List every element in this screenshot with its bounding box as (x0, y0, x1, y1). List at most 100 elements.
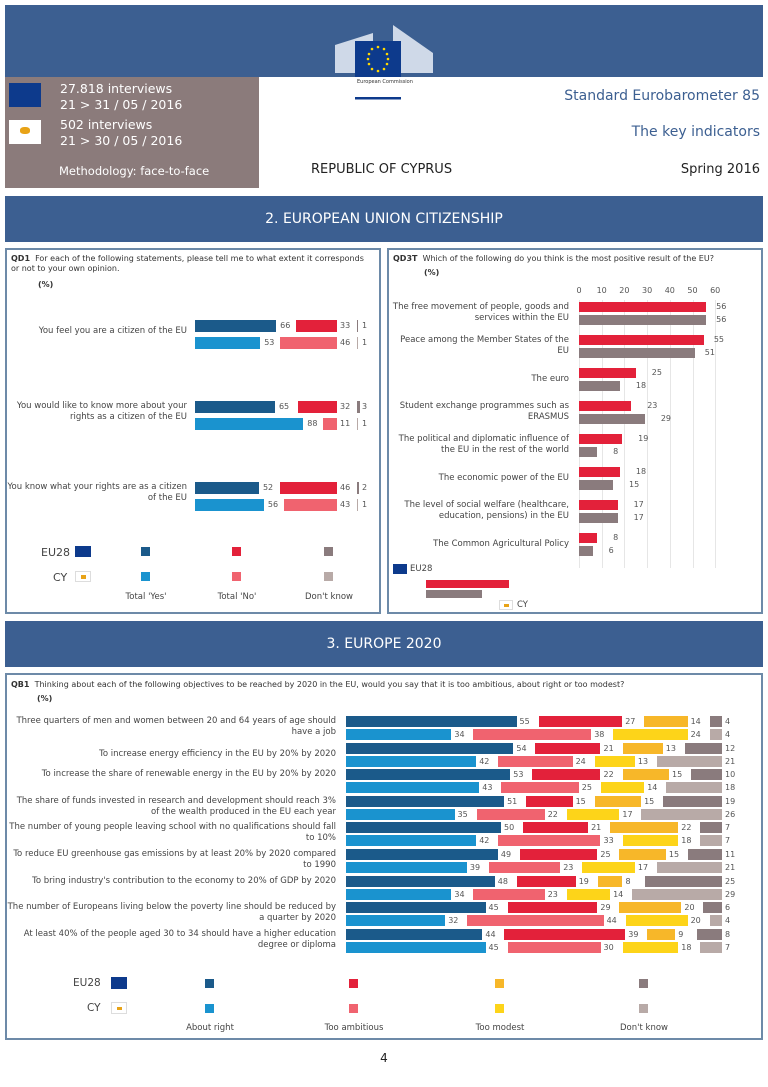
value-about-right: 53 (513, 770, 524, 780)
eu-flag-icon (9, 83, 41, 107)
bar-too-ambitious (535, 742, 601, 754)
gridline (624, 300, 626, 568)
bar-about-right (346, 742, 514, 754)
qb1-category-label: The number of Europeans living below the… (7, 902, 336, 924)
value-label: 19 (638, 434, 649, 443)
value-about-right: 55 (519, 717, 530, 726)
value-too-modest: 17 (622, 809, 633, 819)
bar-too-ambitious (519, 849, 598, 860)
bar-eu28 (579, 500, 618, 510)
value-too-modest: 18 (681, 836, 692, 846)
cy-dates: 21 > 30 / 05 / 2016 (60, 133, 183, 148)
qb1-category-label: Three quarters of men and women between … (16, 716, 336, 737)
value-about-right: 44 (485, 929, 496, 939)
section-europe2020: 3. EUROPE 2020 (5, 621, 763, 667)
bar-too-modest (566, 808, 620, 820)
bar-dont-know (687, 849, 722, 860)
bar-dont-know (656, 755, 722, 767)
eu-dates: 21 > 31 / 05 / 2016 (60, 97, 183, 112)
bar-too-ambitious (516, 875, 576, 887)
bar-too-modest (622, 835, 679, 847)
bar-about-right (346, 755, 477, 767)
bar-too-modest (622, 941, 679, 953)
value-too-ambitious: 15 (575, 796, 586, 806)
value-yes: 65 (278, 402, 290, 411)
value-label: 17 (633, 513, 644, 522)
value-about-right: 42 (479, 836, 490, 846)
legend-label: Too modest (475, 1023, 525, 1033)
qb1-category-label: To increase energy efficiency in the EU … (99, 748, 336, 759)
bar-no (280, 337, 337, 349)
bar-dont-know (357, 418, 358, 430)
legend-label: Don't know (305, 592, 353, 602)
bar-too-ambitious (523, 822, 589, 834)
bar-dont-know (357, 320, 358, 332)
bar-no (323, 418, 337, 430)
value-too-modest: 13 (665, 743, 676, 753)
bar-about-right (346, 782, 480, 794)
legend-swatch-cy (349, 1004, 358, 1013)
legend-label: Don't know (620, 1023, 668, 1033)
value-too-ambitious: 22 (547, 809, 558, 819)
qd1-unit: (%) (38, 280, 54, 289)
value-dont-know: 7 (725, 836, 731, 846)
value-label: 25 (651, 368, 662, 377)
value-too-modest: 22 (681, 823, 692, 833)
bar-eu28 (579, 335, 704, 345)
eu-flag-icon (393, 564, 407, 574)
bar-cy (579, 546, 593, 556)
value-label: 15 (629, 480, 640, 489)
gridline (647, 300, 649, 568)
value-dont-know: 26 (725, 809, 736, 819)
bar-too-modest (622, 769, 669, 781)
value-too-modest: 9 (678, 929, 684, 939)
value-dont-know: 8 (725, 929, 731, 939)
bar-too-modest (597, 875, 623, 887)
bar-about-right (346, 941, 486, 953)
legend-swatch-cy (205, 1004, 214, 1013)
bar-too-modest (594, 755, 635, 767)
bar-about-right (346, 808, 455, 820)
qd1-panel: QD1 For each of the following statements… (5, 248, 381, 614)
value-about-right: 43 (482, 783, 493, 793)
cyprus-flag-icon (75, 571, 91, 582)
bar-cy (579, 480, 614, 490)
qb1-question-text: Thinking about each of the following obj… (34, 680, 625, 689)
value-too-ambitious: 38 (594, 730, 605, 739)
bar-about-right (346, 716, 517, 727)
methodology: Methodology: face-to-face (59, 164, 210, 178)
cyprus-flag-icon (111, 1002, 127, 1014)
value-no: 46 (340, 483, 351, 492)
value-dont-know: 1 (362, 419, 368, 428)
value-label: 8 (613, 533, 619, 542)
country-name: REPUBLIC OF CYPRUS (311, 162, 453, 177)
axis-tick-label: 50 (687, 286, 698, 295)
value-too-ambitious: 24 (575, 756, 586, 766)
value-about-right: 54 (516, 743, 527, 753)
legend-swatch-cy (324, 572, 333, 581)
value-about-right: 42 (479, 756, 490, 766)
bar-too-modest (625, 915, 688, 927)
legend-swatch-eu28 (232, 547, 241, 556)
bar-no (297, 401, 337, 413)
bar-too-ambitious (488, 862, 561, 873)
value-too-modest: 14 (647, 783, 658, 793)
value-about-right: 48 (497, 876, 508, 886)
value-no: 46 (340, 338, 351, 347)
bar-about-right (346, 849, 498, 860)
value-too-modest: 15 (672, 770, 683, 780)
qd3t-code: QD3T (393, 254, 418, 263)
bar-too-ambitious (473, 729, 592, 740)
survey-info-box: 27.818 interviews 21 > 31 / 05 / 2016 50… (5, 77, 259, 188)
legend-label: Too ambitious (324, 1023, 384, 1033)
axis-tick-label: 40 (664, 286, 675, 295)
bar-dont-know (697, 928, 722, 940)
bar-about-right (346, 795, 505, 807)
survey-title: Standard Eurobarometer 85 (564, 88, 760, 104)
bar-cy (579, 348, 695, 358)
bar-dont-know (357, 482, 359, 494)
bar-too-ambitious (498, 755, 573, 767)
gridline (692, 300, 694, 568)
bar-too-ambitious (526, 795, 573, 807)
bar-no (284, 499, 337, 511)
